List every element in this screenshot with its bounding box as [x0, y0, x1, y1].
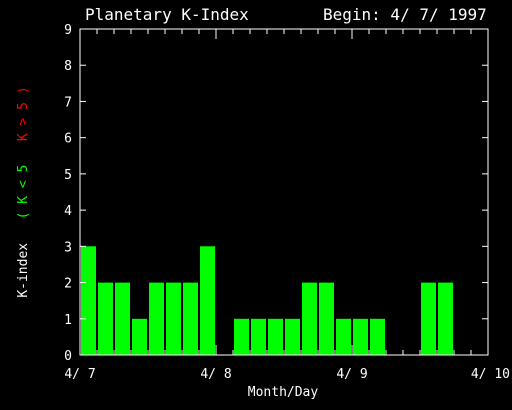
- x-tick-label: 4/ 10: [471, 367, 510, 382]
- k-index-bar: [166, 282, 181, 355]
- y-axis-label: K-index ( K < 5 K > 5 ): [16, 86, 31, 297]
- axes-group: 0 1 2 3 4 5 6 7 8 9 4/ 7 4/ 8 4/ 9 4/ 10: [64, 23, 510, 382]
- x-tick-label: 4/ 9: [336, 367, 367, 382]
- y-tick-label: 1: [64, 313, 72, 328]
- x-tick-label: 4/ 8: [200, 367, 231, 382]
- k-index-bar: [421, 282, 436, 355]
- k-index-bar: [234, 318, 249, 355]
- k-index-bar: [370, 318, 385, 355]
- k-index-bar: [268, 318, 283, 355]
- y-tick-label: 5: [64, 168, 72, 183]
- y-tick-label: 0: [64, 349, 72, 364]
- k-index-bar: [149, 282, 164, 355]
- chart-title: Planetary K-Index: [85, 5, 249, 24]
- y-tick-label: 3: [64, 240, 72, 255]
- k-index-bar: [438, 282, 453, 355]
- k-index-bar: [319, 282, 334, 355]
- y-tick-label: 8: [64, 59, 72, 74]
- k-index-bar: [81, 246, 96, 355]
- y-axis-label-part: K-index: [16, 243, 31, 298]
- k-index-bar: [302, 282, 317, 355]
- k-index-bar: [285, 318, 300, 355]
- x-axis-label: Month/Day: [248, 385, 319, 400]
- k-index-bar: [200, 246, 215, 355]
- y-tick-label: 6: [64, 132, 72, 147]
- y-tick-label: 9: [64, 23, 72, 38]
- y-tick-label: 7: [64, 95, 72, 110]
- k-index-bar: [251, 318, 266, 355]
- begin-date-label: Begin: 4/ 7/ 1997: [323, 5, 487, 24]
- y-tick-label: 4: [64, 204, 72, 219]
- y-axis-label-text: K-index ( K < 5 K > 5 ): [16, 86, 31, 297]
- x-tick-label: 4/ 7: [64, 367, 95, 382]
- k-index-bar: [183, 282, 198, 355]
- y-axis-label-part: ( K < 5: [16, 165, 31, 243]
- k-index-bar: [353, 318, 368, 355]
- k-index-bar: [336, 318, 351, 355]
- y-tick-label: 2: [64, 277, 72, 292]
- k-index-bar: [98, 282, 113, 355]
- y-axis-label-part: K > 5 ): [16, 86, 31, 164]
- bars-group: [81, 246, 453, 355]
- k-index-bar: [115, 282, 130, 355]
- k-index-bar: [132, 318, 147, 355]
